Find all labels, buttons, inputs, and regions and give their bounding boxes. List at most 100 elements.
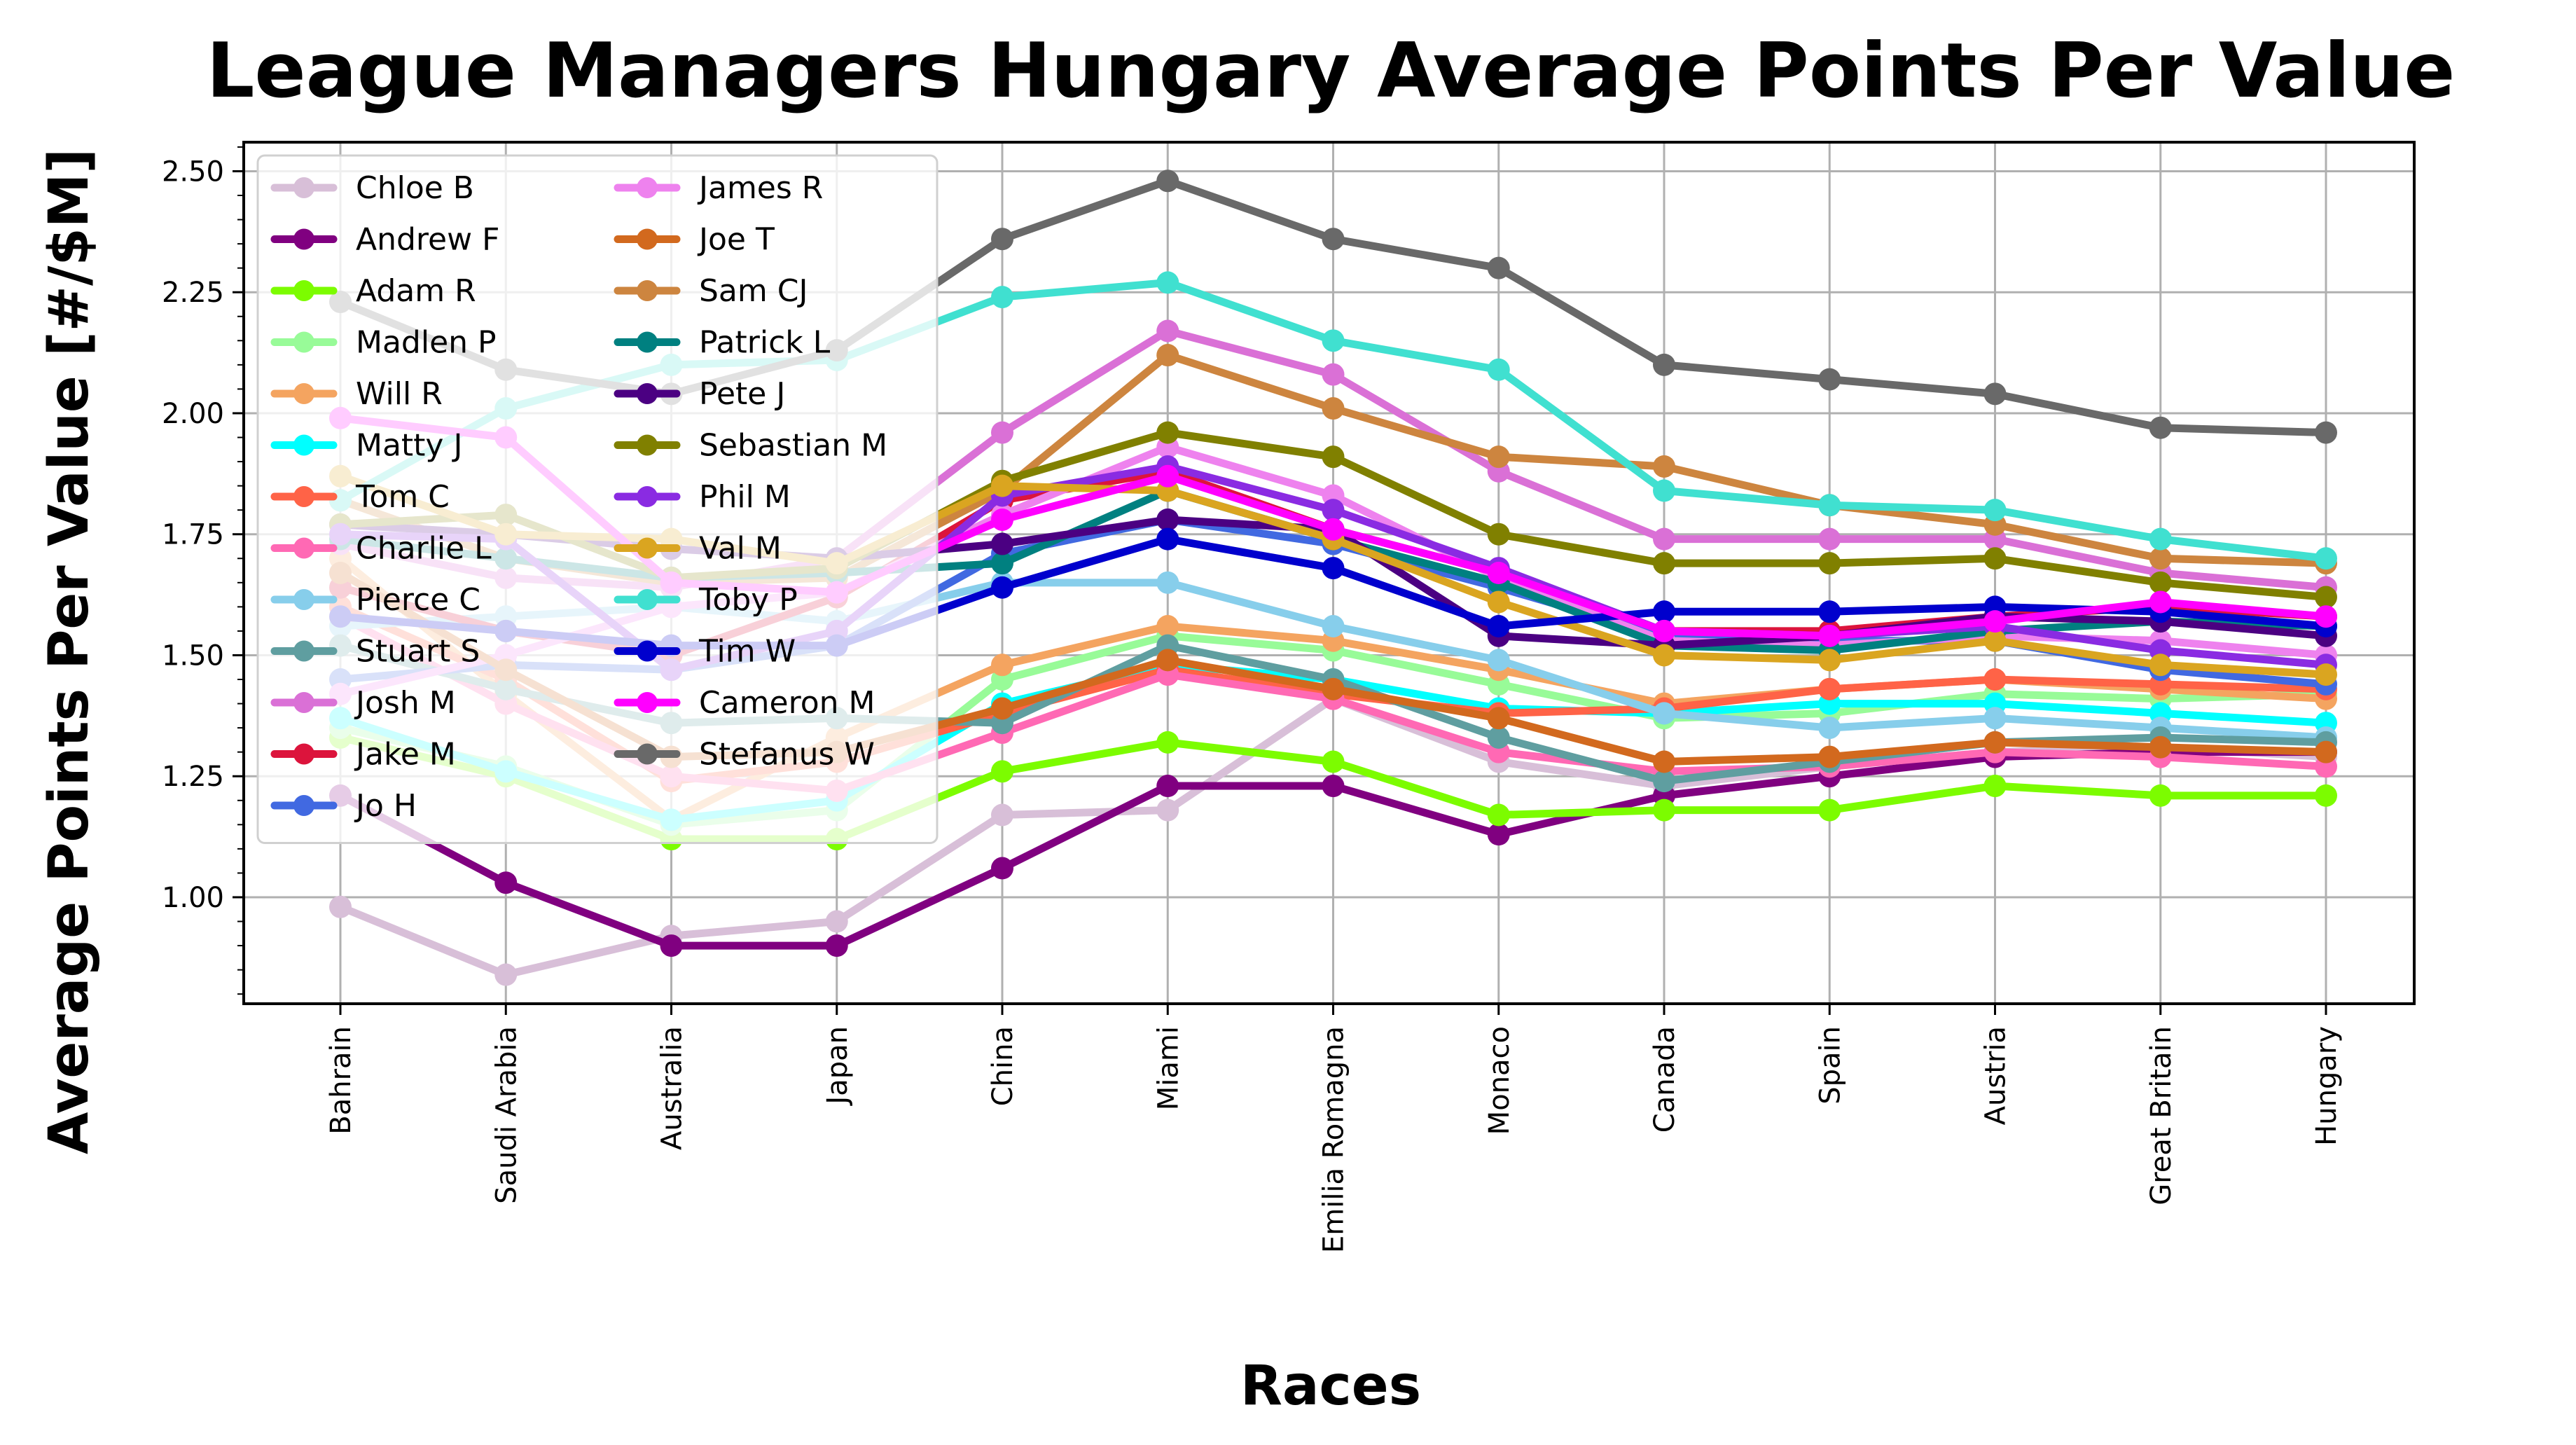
legend-label: Joe T <box>697 222 775 258</box>
data-point <box>991 228 1013 251</box>
legend-item: Pierce C <box>270 582 480 618</box>
data-point <box>1487 707 1510 730</box>
data-point <box>2149 784 2172 807</box>
x-tick-label: Australia <box>656 1026 688 1150</box>
legend-label: Tom C <box>355 479 450 515</box>
legend-box <box>256 154 939 844</box>
y-axis-label: Average Points Per Value [#/$M] <box>38 148 101 1154</box>
data-point <box>2149 735 2172 759</box>
x-tick-label: Japan <box>822 1026 854 1107</box>
data-point <box>1322 677 1345 700</box>
data-point <box>1156 421 1179 444</box>
data-point <box>494 871 518 894</box>
legend-label: Madlen P <box>356 325 497 361</box>
data-point <box>1653 644 1675 667</box>
legend-item: Stuart S <box>270 634 480 670</box>
legend-swatch-marker <box>293 434 314 456</box>
legend-swatch-marker <box>637 640 658 662</box>
data-point <box>2149 654 2172 677</box>
data-point <box>329 895 352 918</box>
data-point <box>1653 702 1675 725</box>
data-point <box>1156 508 1179 531</box>
legend-label: James R <box>697 170 823 206</box>
x-tick-label: Saudi Arabia <box>490 1026 522 1204</box>
data-point <box>1322 499 1345 522</box>
data-point <box>1487 358 1510 381</box>
data-point <box>1983 707 2007 730</box>
data-point <box>1156 344 1179 367</box>
legend-item: Andrew F <box>270 222 499 258</box>
legend-swatch-marker <box>293 589 314 610</box>
data-point <box>991 508 1013 531</box>
legend-swatch-marker <box>637 434 658 456</box>
data-point <box>1983 547 2007 570</box>
legend-swatch-marker <box>293 280 314 301</box>
data-point <box>2149 590 2172 614</box>
data-point <box>1156 649 1179 672</box>
data-point <box>1322 518 1345 541</box>
legend-label: Sebastian M <box>699 428 887 464</box>
data-point <box>1818 527 1841 551</box>
data-point <box>1983 731 2007 754</box>
x-tick-label: Hungary <box>2311 1026 2343 1146</box>
legend-label: Andrew F <box>356 222 499 258</box>
legend-item: Joe T <box>614 222 775 258</box>
legend-item: Cameron M <box>614 685 875 721</box>
data-point <box>1156 571 1179 594</box>
data-point <box>1487 523 1510 546</box>
data-point <box>1653 479 1675 502</box>
legend-swatch-marker <box>293 383 314 404</box>
axis-ticks: Bahrain Saudi Arabia Australia Japan China Mi… <box>162 146 2343 1253</box>
x-axis-label: Races <box>1240 1355 1421 1418</box>
x-tick-label: Bahrain <box>325 1026 357 1135</box>
y-tick-label: 2.00 <box>162 398 224 430</box>
x-tick-label: Great Britain <box>2145 1026 2177 1205</box>
x-tick-label: Austria <box>1980 1026 2012 1125</box>
data-point <box>1322 557 1345 580</box>
legend-label: Phil M <box>699 479 791 515</box>
data-point <box>1818 745 1841 768</box>
data-point <box>2149 547 2172 570</box>
data-point <box>825 910 848 933</box>
data-point <box>1487 803 1510 827</box>
data-point <box>1983 499 2007 522</box>
data-point <box>1487 562 1510 584</box>
legend-label: Pete J <box>699 376 785 412</box>
legend-label: Stuart S <box>356 634 480 670</box>
legend-item: Will R <box>270 376 443 412</box>
data-point <box>1156 527 1179 551</box>
data-point <box>1983 610 2007 633</box>
data-point <box>1653 750 1675 773</box>
legend-swatch-marker <box>637 280 658 301</box>
legend-swatch-marker <box>293 486 314 507</box>
legend-swatch-marker <box>637 331 658 353</box>
data-point <box>2149 571 2172 594</box>
data-point <box>1818 600 1841 623</box>
data-point <box>1653 552 1675 575</box>
legend-swatch-marker <box>637 228 658 250</box>
legend-label: Jo H <box>354 788 417 824</box>
data-point <box>1818 677 1841 700</box>
x-tick-label: Monaco <box>1483 1026 1516 1135</box>
legend-swatch-marker <box>637 537 658 559</box>
data-point <box>1487 649 1510 672</box>
legend-label: Adam R <box>356 273 476 309</box>
data-point <box>1322 775 1345 798</box>
legend-label: Jake M <box>354 737 456 773</box>
x-tick-label: Emilia Romagna <box>1318 1026 1350 1253</box>
data-point <box>2315 784 2337 807</box>
data-point <box>991 803 1013 827</box>
x-tick-label: Miami <box>1152 1026 1184 1110</box>
data-point <box>825 934 848 957</box>
data-point <box>660 934 683 957</box>
legend-label: Tim W <box>698 634 796 670</box>
data-point <box>991 532 1013 555</box>
y-tick-label: 1.00 <box>162 882 224 914</box>
legend-item: Adam R <box>270 273 476 309</box>
legend-item: Val M <box>614 531 782 567</box>
data-point <box>1653 527 1675 551</box>
legend-item: Chloe B <box>270 170 474 206</box>
legend-label: Pierce C <box>356 582 480 618</box>
legend-label: Patrick L <box>699 325 831 361</box>
legend-item: Stefanus W <box>614 737 875 773</box>
